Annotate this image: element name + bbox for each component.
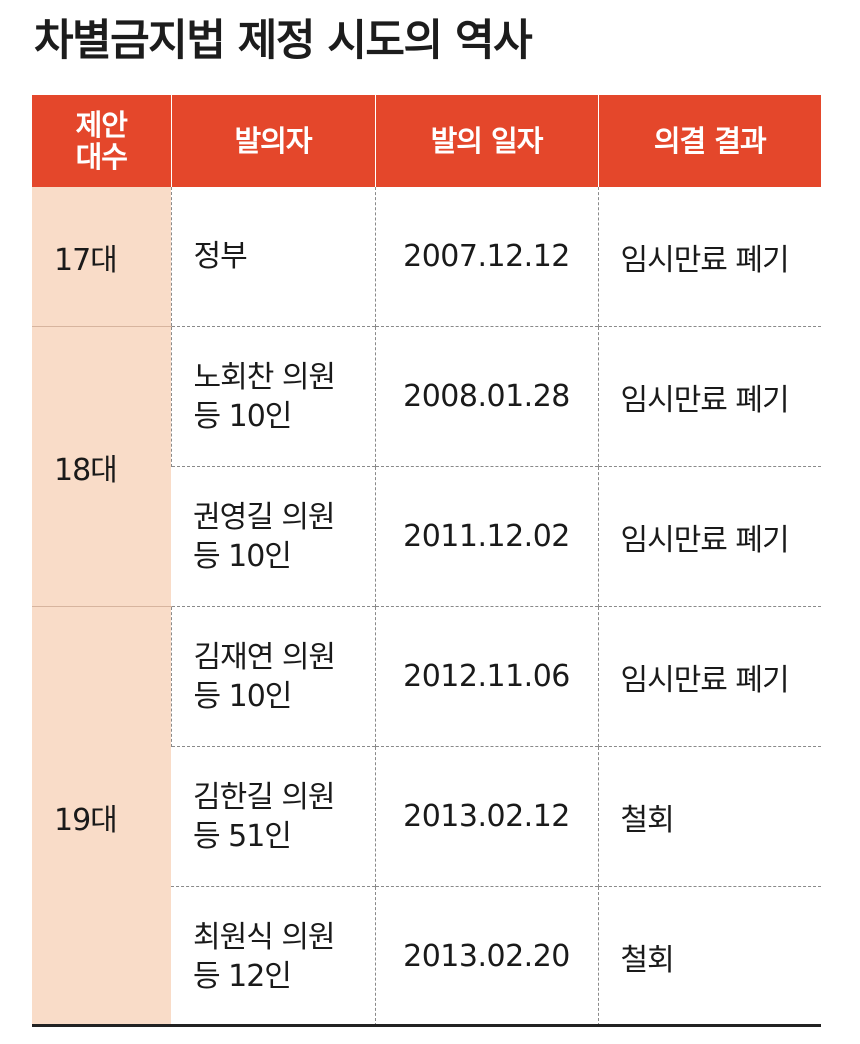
result-cell: 철회 (597, 746, 821, 887)
table-row: 최원식 의원 등 12인 2013.02.20 철회 (32, 886, 821, 1026)
proposer-cell: 최원식 의원 등 12인 (171, 886, 375, 1026)
table-row: 17대 정부 2007.12.12 임시만료 폐기 (32, 187, 821, 327)
header-session: 제안 대수 (32, 95, 171, 187)
proposer-count: 등 10인 (193, 678, 293, 714)
proposer-name: 정부 (193, 239, 248, 274)
header-proposer: 발의자 (170, 95, 375, 187)
result-cell: 임시만료 폐기 (597, 466, 821, 607)
page-title: 차별금지법 제정 시도의 역사 (34, 16, 533, 66)
date-cell: 2013.02.12 (374, 746, 598, 887)
proposer-cell: 정부 (170, 187, 375, 327)
header-session-line: 대수 (75, 140, 128, 174)
result-cell: 임시만료 폐기 (597, 187, 821, 327)
table-row: 19대 김재연 의원 등 10인 2012.11.06 임시만료 폐기 (32, 606, 821, 1026)
header-date: 발의 일자 (374, 95, 598, 187)
proposer-name: 김한길 의원 (193, 779, 336, 815)
bottom-rule (32, 1024, 821, 1027)
date-cell: 2008.01.28 (374, 326, 598, 467)
result-cell: 임시만료 폐기 (597, 326, 821, 467)
table-header-row: 제안 대수 발의자 발의 일자 의결 결과 (32, 95, 821, 187)
proposer-count: 등 12인 (193, 958, 292, 994)
table-row: 18대 노회찬 의원 등 10인 2008.01.28 임시만료 폐기 (32, 326, 821, 607)
proposer-name: 김재연 의원 (193, 639, 337, 675)
date-cell: 2012.11.06 (374, 606, 598, 747)
proposer-count: 등 51인 (193, 818, 292, 854)
proposer-name: 최원식 의원 (193, 919, 336, 955)
proposer-cell: 김재연 의원 등 10인 (170, 606, 375, 747)
date-cell: 2013.02.20 (374, 886, 598, 1026)
result-cell: 철회 (597, 886, 821, 1026)
history-table: 제안 대수 발의자 발의 일자 의결 결과 17대 정부 2007.12.12 … (32, 95, 821, 1026)
date-cell: 2011.12.02 (374, 466, 598, 607)
date-cell: 2007.12.12 (374, 187, 598, 327)
session-cell: 17대 (32, 187, 171, 327)
header-session-line: 제안 (75, 107, 128, 142)
result-cell: 임시만료 폐기 (597, 606, 821, 747)
header-result: 의결 결과 (597, 95, 821, 187)
proposer-count: 등 10인 (193, 398, 293, 434)
table-row: 김한길 의원 등 51인 2013.02.12 철회 (32, 746, 821, 887)
proposer-name: 노회찬 의원 (193, 359, 337, 395)
proposer-cell: 노회찬 의원 등 10인 (170, 326, 375, 467)
proposer-cell: 권영길 의원 등 10인 (171, 466, 375, 607)
proposer-count: 등 10인 (193, 538, 292, 574)
proposer-cell: 김한길 의원 등 51인 (171, 746, 375, 887)
proposer-name: 권영길 의원 (193, 499, 336, 535)
session-cell: 18대 (32, 326, 171, 607)
session-cell: 19대 (32, 606, 171, 1026)
table-row: 권영길 의원 등 10인 2011.12.02 임시만료 폐기 (32, 466, 821, 607)
